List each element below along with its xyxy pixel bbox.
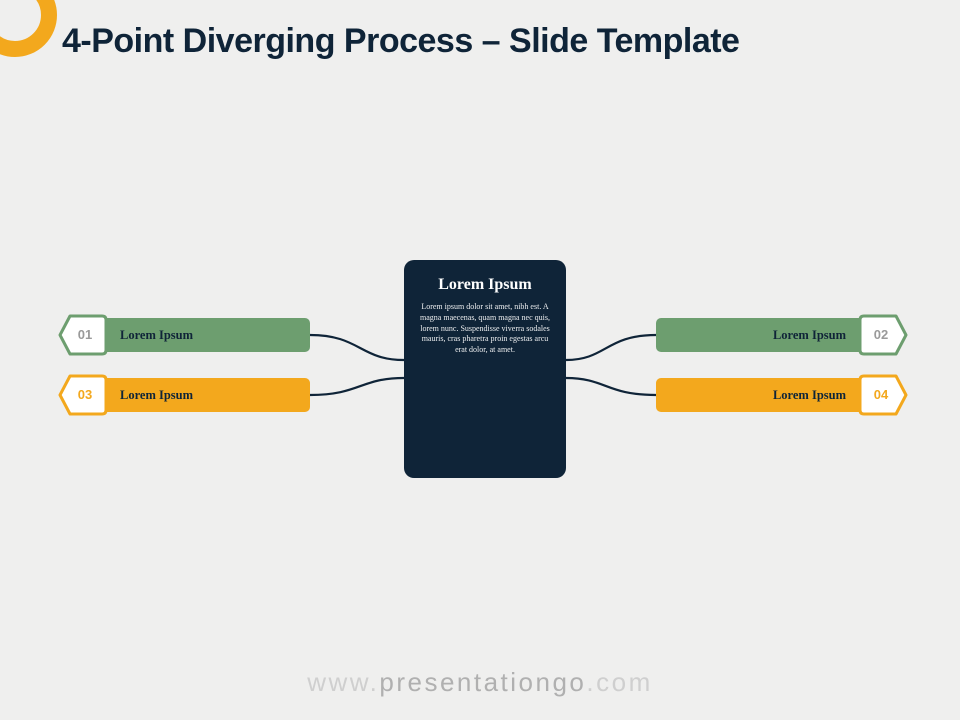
branch-label: Lorem Ipsum xyxy=(100,388,310,403)
central-card: Lorem Ipsum Lorem ipsum dolor sit amet, … xyxy=(404,260,566,478)
branch-number-tag: 02 xyxy=(858,314,908,356)
central-body: Lorem ipsum dolor sit amet, nibh est. A … xyxy=(418,302,552,356)
branch-03: Lorem Ipsum 03 xyxy=(100,378,310,412)
slide-root: 4-Point Diverging Process – Slide Templa… xyxy=(0,0,960,720)
footer-mid: presentationgo xyxy=(379,667,586,697)
footer-post: .com xyxy=(586,667,652,697)
branch-number: 04 xyxy=(858,374,908,416)
page-title: 4-Point Diverging Process – Slide Templa… xyxy=(62,22,739,61)
branch-01: Lorem Ipsum 01 xyxy=(100,318,310,352)
branch-label: Lorem Ipsum xyxy=(656,388,866,403)
branch-label: Lorem Ipsum xyxy=(656,328,866,343)
branch-number-tag: 04 xyxy=(858,374,908,416)
branch-number-tag: 03 xyxy=(58,374,108,416)
central-title: Lorem Ipsum xyxy=(418,276,552,294)
branch-number: 02 xyxy=(858,314,908,356)
footer-pre: www. xyxy=(307,667,379,697)
branch-number: 03 xyxy=(58,374,108,416)
branch-number-tag: 01 xyxy=(58,314,108,356)
branch-02: Lorem Ipsum 02 xyxy=(656,318,866,352)
diagram: Lorem Ipsum Lorem ipsum dolor sit amet, … xyxy=(0,260,960,520)
branch-number: 01 xyxy=(58,314,108,356)
footer-url: www.presentationgo.com xyxy=(0,667,960,698)
branch-04: Lorem Ipsum 04 xyxy=(656,378,866,412)
logo-icon xyxy=(0,0,60,60)
branch-label: Lorem Ipsum xyxy=(100,328,310,343)
